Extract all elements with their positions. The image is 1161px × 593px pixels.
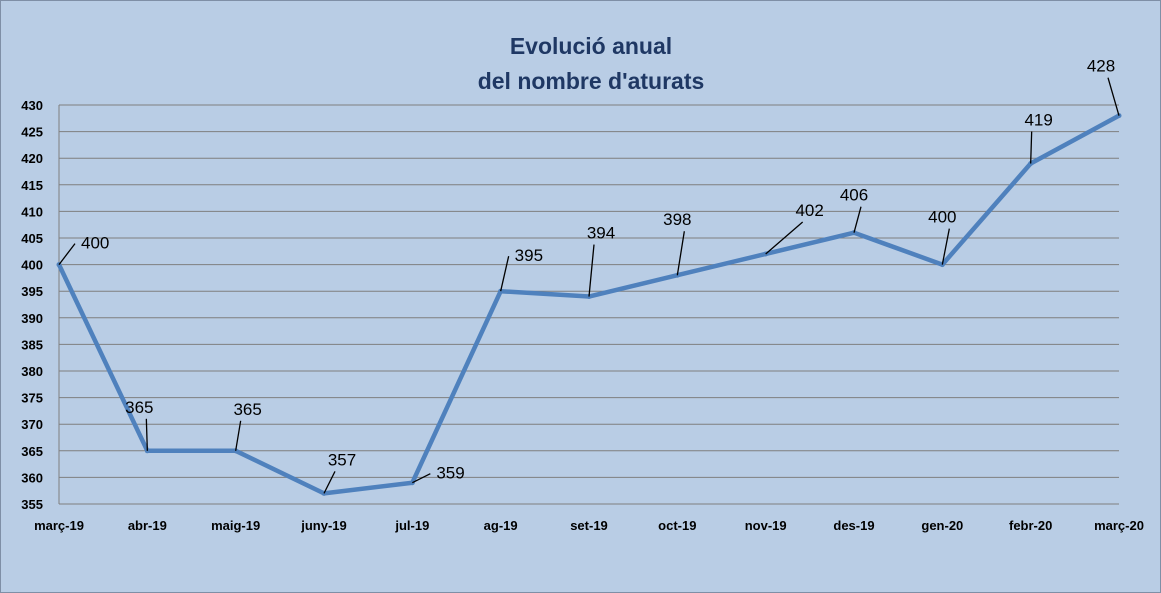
data-label: 395 <box>515 246 543 265</box>
x-tick-label: març-20 <box>1094 518 1144 533</box>
y-tick-label: 425 <box>21 125 43 140</box>
y-tick-label: 430 <box>21 98 43 113</box>
data-label-leader <box>58 243 76 265</box>
y-tick-label: 370 <box>21 417 43 432</box>
x-axis-ticks: març-19 abr-19 maig-19 juny-19 jul-19 ag-19 se… <box>34 518 1144 533</box>
y-tick-label: 380 <box>21 364 43 379</box>
x-tick-label: gen-20 <box>921 518 963 533</box>
data-label-leader <box>1107 77 1120 116</box>
data-label-leader <box>588 244 595 297</box>
x-tick-label: oct-19 <box>658 518 696 533</box>
data-label: 400 <box>928 208 956 227</box>
data-label: 406 <box>840 186 868 205</box>
data-label-leader <box>500 256 510 292</box>
data-label: 428 <box>1087 57 1115 76</box>
data-label: 394 <box>587 224 615 243</box>
data-label: 419 <box>1024 111 1052 130</box>
y-tick-label: 375 <box>21 391 43 406</box>
x-tick-label: maig-19 <box>211 518 260 533</box>
data-label-leader <box>676 231 685 276</box>
data-label: 400 <box>81 234 109 253</box>
x-tick-label: des-19 <box>833 518 874 533</box>
data-label-leader <box>765 221 804 255</box>
chart-title-line-1: Evolució anual <box>510 33 672 59</box>
data-label: 365 <box>125 398 153 417</box>
y-tick-label: 395 <box>21 284 43 299</box>
y-tick-label: 385 <box>21 337 43 352</box>
x-tick-label: ag-19 <box>484 518 518 533</box>
data-label: 402 <box>795 201 823 220</box>
y-tick-label: 405 <box>21 231 43 246</box>
data-labels: 400 365 365 357 359 395 394 398 402 406 400 419 428 <box>58 57 1120 494</box>
axes <box>58 105 1119 505</box>
x-tick-label: abr-19 <box>128 518 167 533</box>
x-tick-label: set-19 <box>570 518 608 533</box>
y-tick-label: 355 <box>21 497 43 512</box>
data-label: 365 <box>233 400 261 419</box>
data-label: 357 <box>328 450 356 469</box>
data-label: 398 <box>663 210 691 229</box>
chart-title-line-2: del nombre d'aturats <box>478 68 705 94</box>
data-label-leader <box>235 420 242 451</box>
y-tick-label: 400 <box>21 258 43 273</box>
y-axis-ticks: 355 360 365 370 375 380 385 390 395 400 405 410 415 4… <box>21 98 43 512</box>
data-label-leader <box>145 418 148 451</box>
data-label: 359 <box>436 464 464 483</box>
y-tick-label: 420 <box>21 151 43 166</box>
x-tick-label: juny-19 <box>300 518 347 533</box>
y-tick-label: 410 <box>21 204 43 219</box>
data-label-leader <box>1030 131 1033 164</box>
y-tick-label: 365 <box>21 444 43 459</box>
x-tick-label: nov-19 <box>745 518 787 533</box>
data-label-leader <box>941 228 950 265</box>
data-label-leader <box>323 471 336 494</box>
y-tick-label: 390 <box>21 311 43 326</box>
x-tick-label: jul-19 <box>394 518 429 533</box>
x-tick-label: febr-20 <box>1009 518 1052 533</box>
data-label-leader <box>412 473 431 484</box>
y-tick-label: 415 <box>21 178 43 193</box>
x-tick-label: març-19 <box>34 518 84 533</box>
data-label-leader <box>853 206 862 233</box>
y-tick-label: 360 <box>21 470 43 485</box>
